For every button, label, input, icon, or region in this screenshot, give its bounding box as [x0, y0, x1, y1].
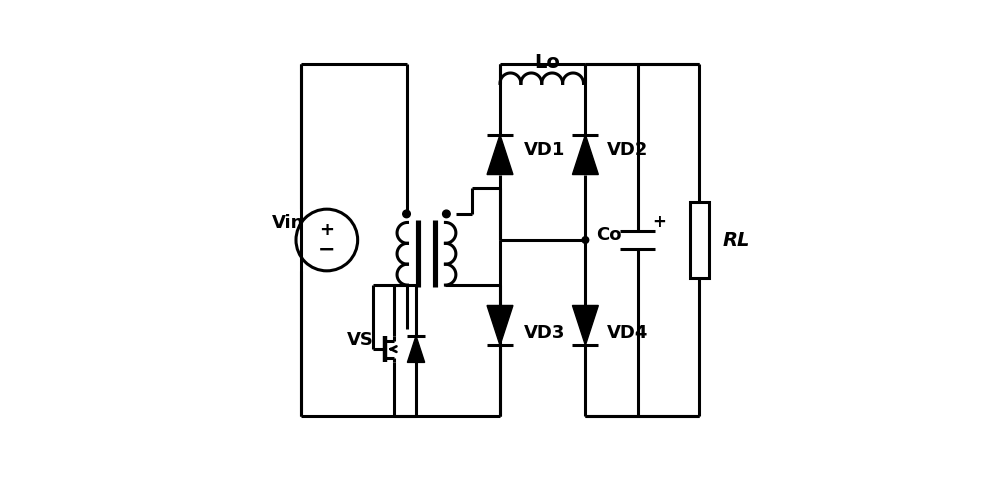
Text: VD4: VD4 — [607, 324, 648, 341]
Polygon shape — [487, 305, 513, 345]
Bar — [690, 202, 709, 278]
Text: VS: VS — [347, 331, 373, 348]
Text: −: − — [318, 240, 336, 260]
Circle shape — [582, 237, 589, 243]
Text: Lo: Lo — [535, 53, 560, 72]
Polygon shape — [487, 135, 513, 175]
Text: +: + — [652, 213, 666, 231]
Text: Vin: Vin — [272, 215, 305, 232]
Text: VD1: VD1 — [524, 141, 565, 159]
Text: Co: Co — [596, 226, 622, 244]
Text: VD3: VD3 — [524, 324, 565, 341]
Polygon shape — [572, 305, 598, 345]
Text: RL: RL — [723, 230, 750, 250]
Circle shape — [443, 210, 450, 218]
Text: +: + — [319, 221, 334, 239]
Polygon shape — [572, 135, 598, 175]
Circle shape — [403, 210, 410, 218]
Text: VD2: VD2 — [607, 141, 648, 159]
Polygon shape — [407, 336, 425, 362]
